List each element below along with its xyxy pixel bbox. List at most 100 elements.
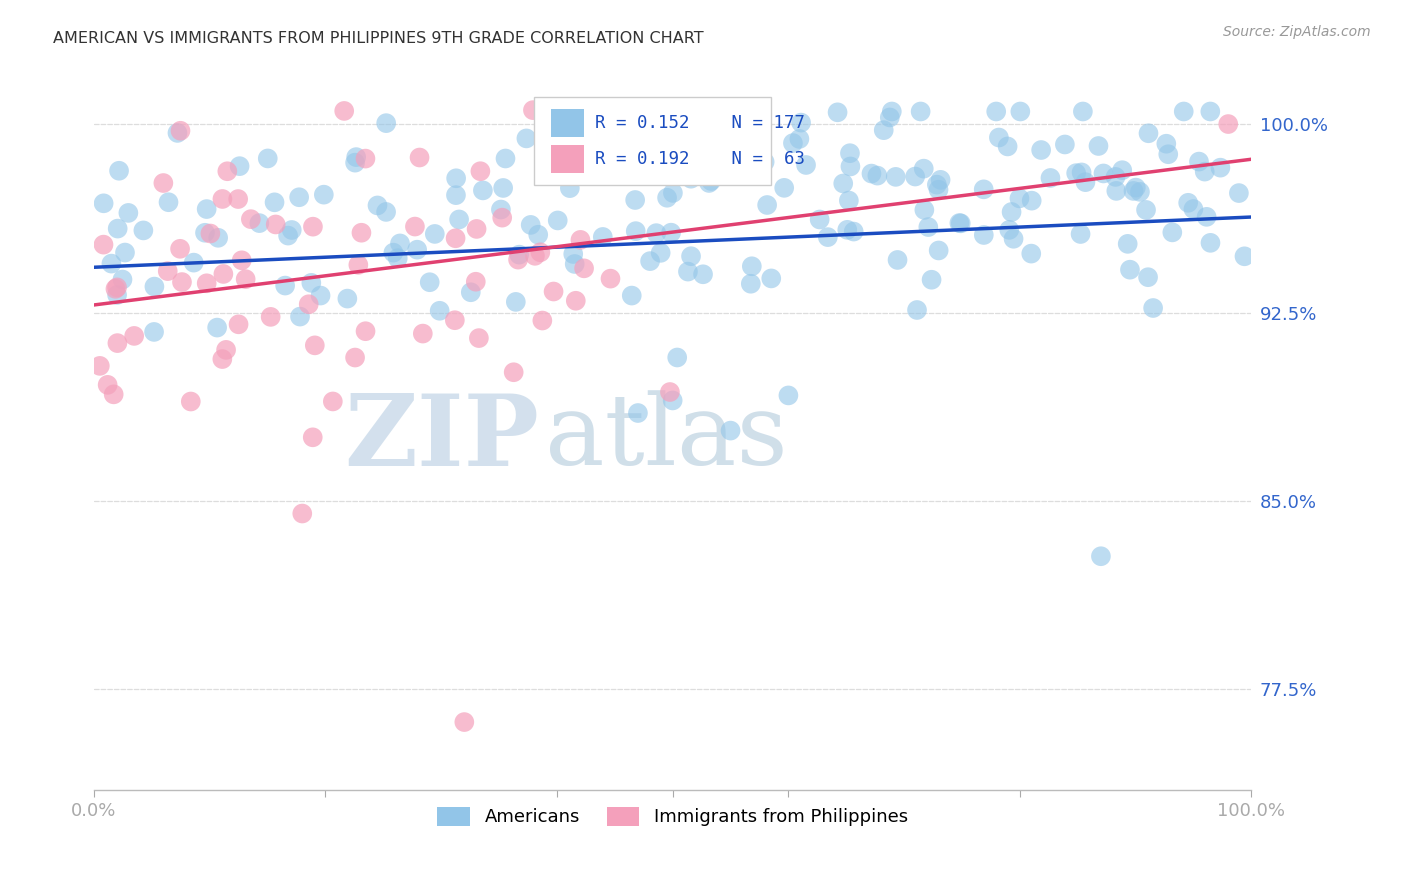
Point <box>506 252 529 267</box>
Point <box>614 135 637 149</box>
Point <box>522 103 544 117</box>
Point <box>460 285 482 300</box>
Point <box>228 318 250 332</box>
Point <box>827 105 849 120</box>
Point <box>215 343 238 357</box>
Point <box>465 222 488 236</box>
Point <box>264 218 287 232</box>
Point <box>93 196 115 211</box>
Point <box>523 249 546 263</box>
Text: R = 0.192    N =  63: R = 0.192 N = 63 <box>595 150 806 168</box>
Point <box>741 260 763 274</box>
Point <box>1070 165 1092 179</box>
Point <box>1074 175 1097 189</box>
Point <box>217 164 239 178</box>
Point <box>1209 161 1232 175</box>
Point <box>794 158 817 172</box>
Point <box>666 351 689 365</box>
Point <box>624 193 647 207</box>
Point <box>1104 169 1126 184</box>
Point <box>873 123 896 137</box>
Point <box>838 194 860 208</box>
Point <box>782 136 804 150</box>
Point <box>152 176 174 190</box>
Point <box>1116 236 1139 251</box>
Point <box>661 393 683 408</box>
Point <box>655 191 678 205</box>
Point <box>925 178 948 192</box>
Point <box>156 264 179 278</box>
Point <box>929 173 952 187</box>
Point <box>1188 154 1211 169</box>
Point <box>170 275 193 289</box>
Point <box>132 223 155 237</box>
Point <box>658 384 681 399</box>
Point <box>354 324 377 338</box>
Point <box>1233 249 1256 263</box>
Point <box>1177 195 1199 210</box>
Point <box>200 227 222 241</box>
Point <box>808 212 831 227</box>
Point <box>866 169 889 183</box>
Point <box>366 198 388 212</box>
Point <box>347 258 370 272</box>
Point <box>912 202 935 217</box>
Point <box>387 251 409 265</box>
Point <box>470 164 492 178</box>
Point <box>839 160 862 174</box>
Point <box>697 176 720 190</box>
Point <box>773 181 796 195</box>
Point <box>195 277 218 291</box>
Text: R = 0.152    N = 177: R = 0.152 N = 177 <box>595 114 806 132</box>
Point <box>143 279 166 293</box>
Point <box>299 276 322 290</box>
Point <box>302 219 325 234</box>
Point <box>260 310 283 324</box>
Point <box>412 326 434 341</box>
Point <box>444 188 467 202</box>
Point <box>444 171 467 186</box>
Text: atlas: atlas <box>546 390 789 486</box>
Point <box>207 231 229 245</box>
Point <box>884 169 907 184</box>
Point <box>288 190 311 204</box>
Point <box>998 223 1021 237</box>
Point <box>543 285 565 299</box>
Point <box>905 303 928 318</box>
Point <box>195 202 218 216</box>
Point <box>256 152 278 166</box>
Point <box>344 150 367 164</box>
Point <box>1157 147 1180 161</box>
Point <box>491 211 513 225</box>
Point <box>1071 104 1094 119</box>
Point <box>344 155 367 169</box>
Point <box>304 338 326 352</box>
Point <box>1199 104 1222 119</box>
Point <box>778 388 800 402</box>
Point <box>650 152 672 166</box>
Point <box>117 206 139 220</box>
Point <box>464 275 486 289</box>
Point <box>449 212 471 227</box>
Point <box>789 132 811 146</box>
Point <box>880 104 903 119</box>
Point <box>322 394 344 409</box>
Point <box>389 236 412 251</box>
Point <box>211 352 233 367</box>
Point <box>312 187 335 202</box>
Point <box>1119 262 1142 277</box>
Point <box>519 218 541 232</box>
Point <box>837 223 859 237</box>
Point <box>973 227 995 242</box>
Point <box>408 151 430 165</box>
Point <box>1195 210 1218 224</box>
Point <box>620 288 643 302</box>
Point <box>107 221 129 235</box>
Point <box>194 226 217 240</box>
Point <box>1019 246 1042 260</box>
Point <box>301 430 323 444</box>
Point <box>1142 301 1164 315</box>
Point <box>105 280 128 294</box>
Point <box>987 130 1010 145</box>
Point <box>527 227 550 242</box>
